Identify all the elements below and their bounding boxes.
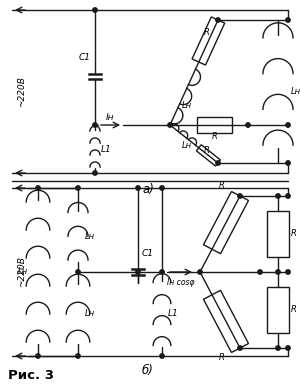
Text: R: R [204, 28, 210, 37]
Circle shape [36, 186, 40, 190]
Text: а): а) [142, 183, 154, 196]
Circle shape [286, 346, 290, 350]
Text: Рис. 3: Рис. 3 [8, 369, 54, 382]
Text: L1: L1 [168, 310, 179, 319]
Text: C1: C1 [142, 249, 154, 258]
Text: R: R [219, 353, 225, 362]
Circle shape [246, 123, 250, 127]
Circle shape [238, 194, 242, 198]
Text: Lн: Lн [85, 310, 95, 319]
Circle shape [136, 186, 140, 190]
Text: R: R [204, 146, 210, 155]
Text: R: R [219, 182, 225, 191]
Text: C1: C1 [79, 54, 91, 62]
Text: Iн cosφ: Iн cosφ [167, 278, 195, 287]
Text: Lн: Lн [85, 232, 95, 241]
Circle shape [286, 123, 290, 127]
Text: Lн: Lн [18, 267, 28, 277]
Circle shape [160, 354, 164, 358]
Circle shape [36, 354, 40, 358]
Circle shape [276, 194, 280, 198]
Circle shape [276, 346, 280, 350]
Text: б): б) [142, 364, 154, 377]
Bar [267, 287, 290, 333]
Circle shape [93, 8, 97, 12]
Circle shape [76, 186, 80, 190]
Text: R: R [291, 229, 297, 239]
Text: R: R [291, 305, 297, 315]
Bar [197, 117, 232, 133]
Circle shape [198, 270, 202, 274]
Bar [267, 211, 290, 257]
Text: Lн: Lн [291, 87, 300, 96]
Circle shape [76, 354, 80, 358]
Text: Lн: Lн [182, 100, 192, 109]
Text: Lн: Lн [182, 140, 192, 149]
Circle shape [286, 161, 290, 165]
Text: R: R [212, 132, 218, 141]
Circle shape [286, 270, 290, 274]
Circle shape [168, 123, 172, 127]
Circle shape [93, 123, 97, 127]
Circle shape [93, 171, 97, 175]
Circle shape [286, 194, 290, 198]
Bar [192, 17, 225, 65]
Bar [203, 192, 248, 254]
Bar [196, 145, 220, 166]
Circle shape [276, 270, 280, 274]
Text: L1: L1 [101, 144, 112, 154]
Bar [203, 290, 248, 352]
Circle shape [286, 18, 290, 22]
Circle shape [160, 270, 164, 274]
Circle shape [160, 186, 164, 190]
Circle shape [216, 18, 220, 22]
Circle shape [76, 270, 80, 274]
Text: ~220В: ~220В [17, 256, 26, 288]
Circle shape [258, 270, 262, 274]
Text: ~220В: ~220В [17, 76, 26, 107]
Circle shape [136, 270, 140, 274]
Circle shape [238, 346, 242, 350]
Circle shape [216, 161, 220, 165]
Text: Iн: Iн [106, 113, 115, 122]
